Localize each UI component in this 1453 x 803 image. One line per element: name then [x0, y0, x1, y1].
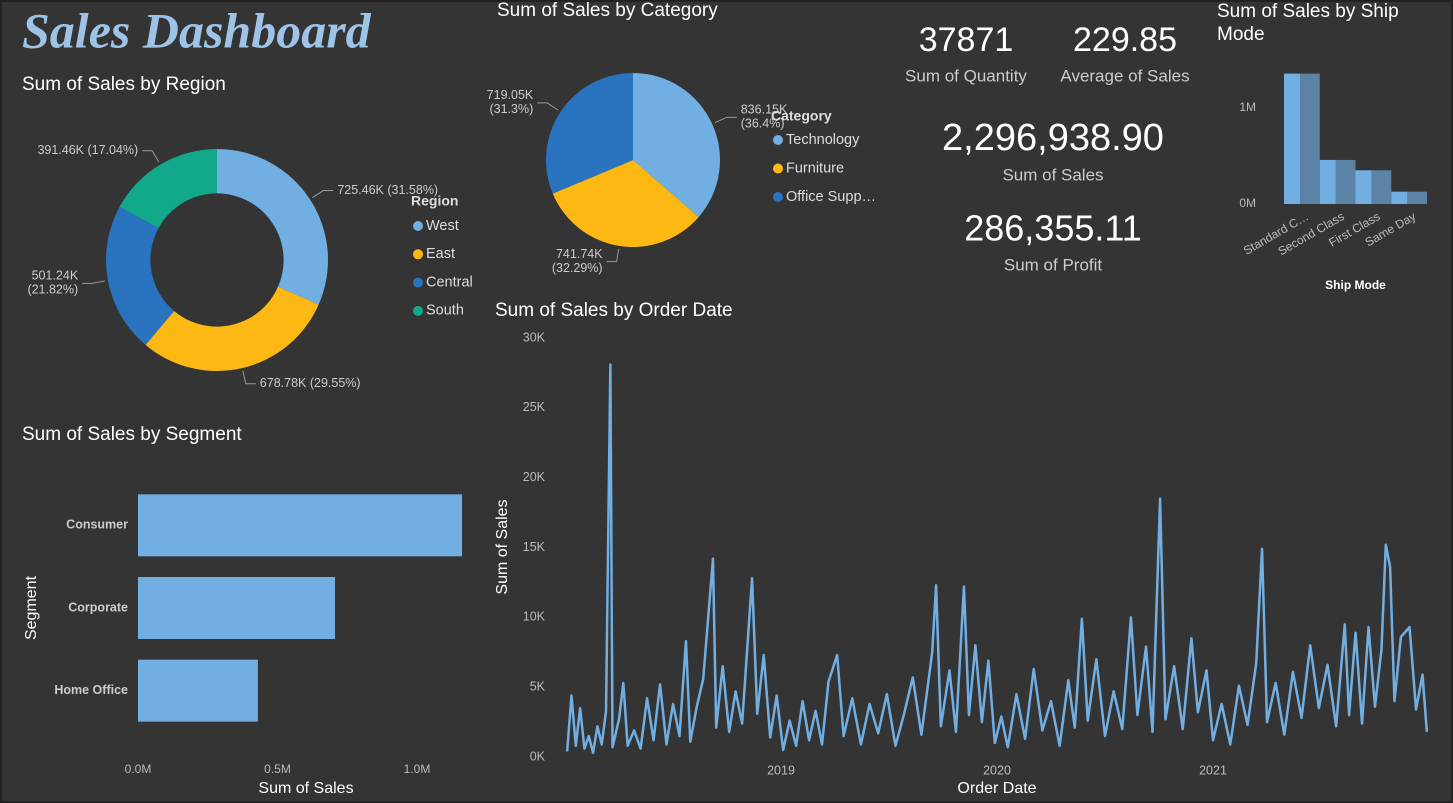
- card-value: 2,296,938.90: [942, 117, 1164, 159]
- data-label: (36.4%): [741, 117, 785, 131]
- data-label: 725.46K (31.58%): [337, 183, 438, 197]
- y-tick-label: 20K: [523, 470, 546, 484]
- legend-label: Furniture: [786, 160, 844, 176]
- bar: [138, 577, 336, 639]
- leader-line: [537, 102, 559, 111]
- legend-marker: [413, 305, 423, 316]
- card-value: 229.85: [1073, 21, 1177, 59]
- legend-label: Office Supp…: [786, 189, 876, 205]
- data-label: 741.74K: [556, 247, 603, 261]
- y-tick-label: Corporate: [68, 600, 128, 614]
- bar: [1284, 73, 1301, 204]
- chart-title: Sum of Sales by Category: [497, 0, 718, 21]
- x-tick-label: 2021: [1199, 763, 1227, 777]
- slice: [552, 160, 699, 248]
- legend-marker: [413, 249, 423, 260]
- data-label: (32.29%): [552, 261, 603, 275]
- card-label: Average of Sales: [1060, 66, 1189, 85]
- data-label: (31.3%): [489, 102, 533, 116]
- legend-marker: [773, 163, 783, 174]
- y-tick-label: 1M: [1239, 100, 1256, 114]
- bar: [138, 659, 258, 722]
- y-tick-label: 5K: [530, 679, 546, 693]
- x-tick-label: 0.5M: [264, 762, 291, 776]
- y-axis-title: Segment: [23, 575, 40, 640]
- card-label: Sum of Quantity: [905, 66, 1027, 85]
- bar: [1391, 191, 1408, 204]
- legend-label: East: [426, 246, 455, 262]
- legend-marker: [773, 135, 783, 145]
- x-axis-title: Sum of Sales: [258, 780, 353, 797]
- y-tick-label: 10K: [523, 610, 546, 624]
- data-label: (21.82%): [27, 283, 78, 297]
- card-value: 286,355.11: [964, 208, 1142, 249]
- x-tick-label: 0.0M: [125, 762, 152, 776]
- slice: [145, 286, 319, 371]
- y-tick-label: 0K: [530, 749, 546, 763]
- leader-line: [312, 190, 334, 199]
- card-label: Sum of Sales: [1002, 165, 1103, 184]
- chart-title: Sum of Sales by Order Date: [495, 300, 733, 321]
- data-label: 836.15K: [741, 103, 788, 117]
- x-tick-label: 1.0M: [404, 762, 431, 776]
- line: [565, 363, 1429, 755]
- slice: [546, 73, 633, 194]
- legend-marker: [413, 221, 423, 231]
- y-tick-label: Consumer: [66, 518, 128, 532]
- legend-label: West: [426, 218, 459, 234]
- slice: [633, 73, 720, 218]
- slice: [106, 206, 175, 345]
- dashboard-title: Sales Dashboard: [22, 2, 372, 58]
- y-tick-label: 30K: [523, 330, 546, 344]
- x-axis-title: Order Date: [957, 780, 1036, 797]
- leader-line: [242, 370, 256, 385]
- slice: [119, 149, 217, 229]
- x-tick-label: 2019: [767, 763, 795, 777]
- chart-title: Sum of Sales by Region: [22, 74, 226, 95]
- x-axis-title: Ship Mode: [1325, 278, 1386, 292]
- x-tick-label: 2020: [983, 763, 1011, 777]
- bar: [1319, 159, 1336, 204]
- bar-tail: [1300, 73, 1320, 204]
- data-label: 501.24K: [32, 269, 79, 283]
- leader-line: [714, 116, 737, 124]
- bar-tail: [1335, 159, 1356, 204]
- y-tick-label: 0M: [1239, 196, 1256, 210]
- chart-title: Sum of Sales by Ship Mode: [1217, 1, 1399, 45]
- card-label: Sum of Profit: [1004, 255, 1103, 274]
- legend-label: Technology: [786, 132, 860, 148]
- legend-label: South: [426, 303, 464, 319]
- bar: [138, 494, 463, 557]
- y-tick-label: 15K: [523, 540, 546, 554]
- slice: [217, 149, 328, 305]
- leader-line: [142, 150, 160, 163]
- y-axis-title: Sum of Sales: [494, 499, 511, 594]
- leader-line: [606, 248, 620, 263]
- bar-tail: [1371, 170, 1392, 204]
- bar: [1355, 170, 1372, 204]
- legend-label: Central: [426, 274, 473, 290]
- legend-title: Region: [411, 193, 458, 209]
- legend-marker: [773, 192, 783, 202]
- leader-line: [82, 280, 106, 284]
- y-tick-label: 25K: [523, 400, 546, 414]
- chart-title: Sum of Sales by Segment: [22, 424, 242, 445]
- bar-tail: [1407, 191, 1427, 204]
- data-label: 678.78K (29.55%): [260, 376, 361, 390]
- y-tick-label: Home Office: [54, 683, 128, 697]
- data-label: 391.46K (17.04%): [37, 143, 138, 157]
- legend-marker: [413, 277, 423, 288]
- legend-title: Category: [771, 108, 832, 124]
- data-label: 719.05K: [487, 88, 534, 102]
- card-value: 37871: [919, 21, 1014, 59]
